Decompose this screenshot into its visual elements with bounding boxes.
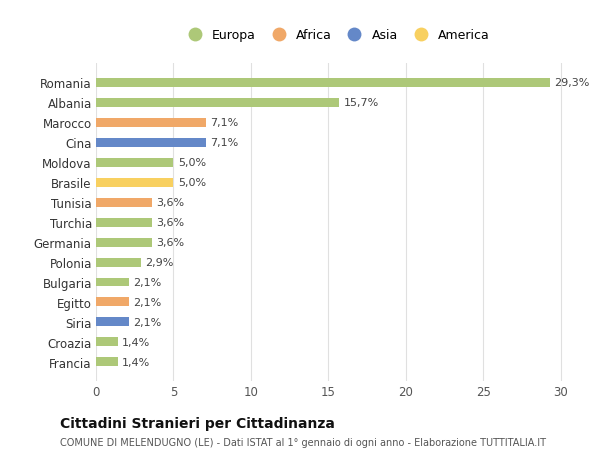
Bar [96, 358, 118, 367]
Bar [96, 139, 206, 147]
Legend: Europa, Africa, Asia, America: Europa, Africa, Asia, America [182, 29, 490, 42]
Text: 1,4%: 1,4% [122, 357, 151, 367]
Text: 5,0%: 5,0% [178, 178, 206, 188]
Text: 15,7%: 15,7% [344, 98, 379, 108]
Text: 3,6%: 3,6% [157, 218, 185, 228]
Bar [96, 318, 128, 327]
Text: 2,1%: 2,1% [133, 277, 161, 287]
Bar [96, 198, 152, 207]
Bar [96, 178, 173, 187]
Bar [96, 118, 206, 128]
Text: 7,1%: 7,1% [211, 138, 239, 148]
Text: 1,4%: 1,4% [122, 337, 151, 347]
Bar [96, 278, 128, 287]
Bar [96, 298, 128, 307]
Bar [96, 258, 141, 267]
Text: COMUNE DI MELENDUGNO (LE) - Dati ISTAT al 1° gennaio di ogni anno - Elaborazione: COMUNE DI MELENDUGNO (LE) - Dati ISTAT a… [60, 437, 546, 447]
Text: 2,9%: 2,9% [146, 257, 174, 268]
Bar [96, 78, 550, 88]
Text: Cittadini Stranieri per Cittadinanza: Cittadini Stranieri per Cittadinanza [60, 416, 335, 430]
Bar [96, 218, 152, 227]
Text: 3,6%: 3,6% [157, 198, 185, 207]
Bar [96, 238, 152, 247]
Text: 7,1%: 7,1% [211, 118, 239, 128]
Bar [96, 158, 173, 168]
Text: 2,1%: 2,1% [133, 317, 161, 327]
Bar [96, 338, 118, 347]
Bar [96, 99, 339, 107]
Text: 5,0%: 5,0% [178, 158, 206, 168]
Text: 2,1%: 2,1% [133, 297, 161, 308]
Text: 29,3%: 29,3% [554, 78, 590, 88]
Text: 3,6%: 3,6% [157, 238, 185, 247]
